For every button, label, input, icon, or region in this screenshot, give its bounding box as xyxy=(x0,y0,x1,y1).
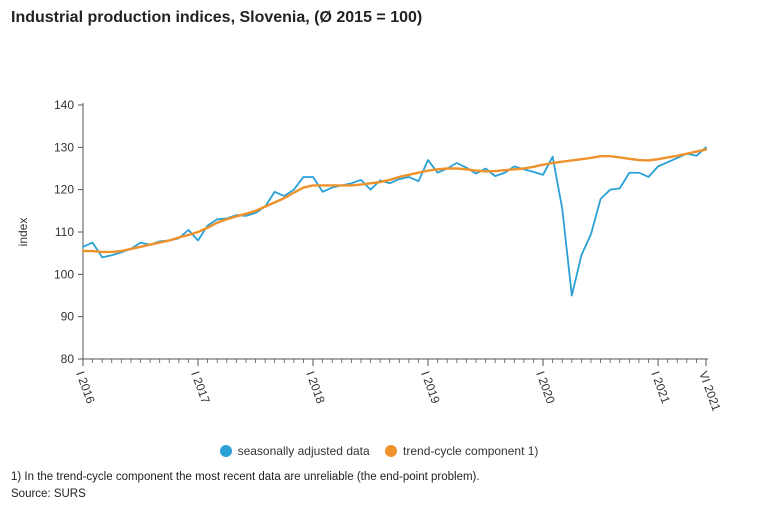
y-tick-label: 100 xyxy=(54,267,74,281)
x-tick-label: I 2019 xyxy=(418,369,443,405)
y-tick-label: 80 xyxy=(61,352,75,366)
series-line-seasonally-adjusted xyxy=(82,146,707,297)
legend-label-seasonal: seasonally adjusted data xyxy=(237,444,370,458)
footnote: 1) In the trend-cycle component the most… xyxy=(11,471,480,483)
legend-marker-trend xyxy=(385,445,398,457)
y-axis-label: index xyxy=(16,218,30,247)
y-tick-label: 130 xyxy=(54,140,74,154)
y-tick-label: 140 xyxy=(54,98,74,112)
source-note: Source: SURS xyxy=(11,488,86,500)
legend: seasonally adjusted data trend-cycle com… xyxy=(0,444,758,460)
x-tick-label: I 2021 xyxy=(648,369,673,405)
legend-label-trend: trend-cycle component 1) xyxy=(403,444,539,458)
x-tick-label: I 2018 xyxy=(303,369,328,405)
legend-item-trend[interactable]: trend-cycle component 1) xyxy=(385,444,538,458)
x-tick-label: I 2016 xyxy=(73,369,98,405)
line-chart: 80 90 100 110 120 130 140 index I 2016 I 2017 I 20… xyxy=(16,98,724,413)
x-tick-label: VI 2021 xyxy=(696,369,723,413)
x-tick-label: I 2020 xyxy=(533,369,558,405)
chart-title: Industrial production indices, Slovenia,… xyxy=(11,9,423,26)
y-tick-label: 90 xyxy=(61,310,75,324)
series-line-trend-cycle xyxy=(81,148,708,254)
y-tick-label: 110 xyxy=(55,225,74,239)
legend-item-seasonal[interactable]: seasonally adjusted data xyxy=(219,444,370,458)
legend-marker-seasonal xyxy=(219,445,232,457)
y-tick-label: 120 xyxy=(54,183,74,197)
x-tick-label: I 2017 xyxy=(188,369,213,405)
